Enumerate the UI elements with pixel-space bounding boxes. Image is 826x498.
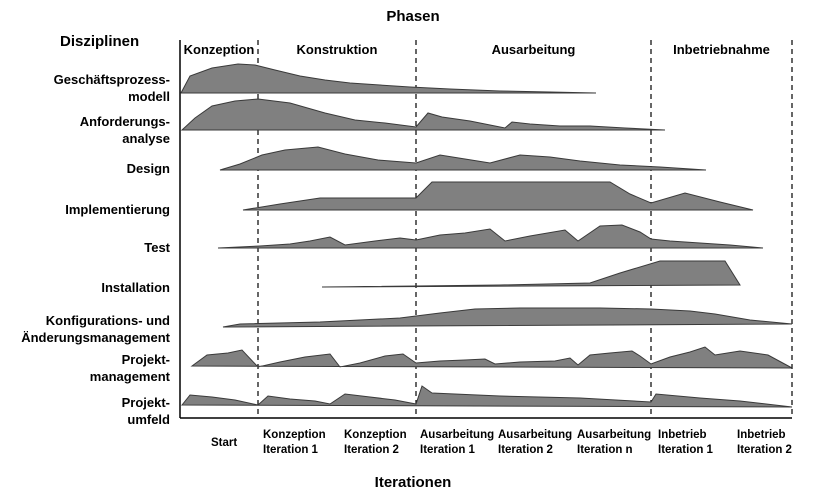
discipline-label-line1: Projekt-: [121, 352, 170, 367]
iteration-label-line1: Inbetrieb: [737, 429, 786, 441]
discipline-design: Design: [127, 160, 170, 177]
discipline-label-line2: umfeld: [127, 412, 170, 427]
discipline-implementierung: Implementierung: [65, 201, 170, 218]
discipline-label-line2: Änderungsmanagement: [21, 330, 170, 345]
iteration-label-line2: Iteration 2: [498, 444, 553, 456]
iteration-inbetrieb-1: Inbetrieb Iteration 1: [658, 428, 713, 458]
iteration-label-line2: Iteration 1: [263, 444, 318, 456]
hump-konfigurationsmanagement: [222, 307, 793, 328]
discipline-anforderungsanalyse: Anforderungs- analyse: [80, 113, 170, 147]
discipline-label-line1: Implementierung: [65, 202, 170, 217]
hump-geschaeftsprozessmodell: [180, 63, 597, 94]
phase-konstruktion: Konstruktion: [296, 42, 378, 57]
hump-implementierung: [242, 181, 754, 211]
iterations-title: Iterationen: [374, 474, 452, 491]
discipline-test: Test: [144, 239, 170, 256]
discipline-label-line2: analyse: [122, 131, 170, 146]
iteration-ausarbeitung-n: Ausarbeitung Iteration n: [577, 428, 651, 458]
discipline-konfigurationsmanagement: Konfigurations- und Änderungsmanagement: [21, 312, 170, 346]
discipline-installation: Installation: [101, 279, 170, 296]
hump-test: [217, 224, 764, 249]
discipline-label-line1: Geschäftsprozess-: [53, 72, 170, 87]
iteration-label-line1: Start: [211, 437, 238, 449]
hump-anforderungsanalyse: [180, 98, 666, 131]
iteration-label-line2: Iteration 1: [420, 444, 475, 456]
iteration-inbetrieb-2: Inbetrieb Iteration 2: [737, 428, 792, 458]
phase-konzeption: Konzeption: [183, 42, 255, 57]
discipline-label-line1: Test: [144, 240, 170, 255]
iteration-label-line2: Iteration 1: [658, 444, 713, 456]
iteration-label-line1: Konzeption: [344, 429, 407, 441]
iteration-konzeption-1: Konzeption Iteration 1: [263, 428, 326, 458]
phase-ausarbeitung: Ausarbeitung: [491, 42, 576, 57]
hump-installation: [321, 260, 741, 288]
iteration-label-line2: Iteration 2: [344, 444, 399, 456]
discipline-projektmanagement: Projekt- management: [90, 351, 170, 385]
discipline-label-line1: Konfigurations- und: [45, 313, 170, 328]
iteration-label-line2: Iteration n: [577, 444, 633, 456]
iteration-ausarbeitung-1: Ausarbeitung Iteration 1: [420, 428, 494, 458]
discipline-label-line1: Anforderungs-: [79, 114, 170, 129]
discipline-label-line1: Installation: [101, 280, 170, 295]
discipline-label-line2: modell: [128, 89, 170, 104]
iteration-label-line1: Inbetrieb: [658, 429, 707, 441]
disciplines-title: Disziplinen: [60, 33, 140, 50]
iteration-konzeption-2: Konzeption Iteration 2: [344, 428, 407, 458]
hump-projektmanagement: [190, 346, 793, 369]
iteration-ausarbeitung-2: Ausarbeitung Iteration 2: [498, 428, 572, 458]
iteration-label-line2: Iteration 2: [737, 444, 792, 456]
iteration-start: Start: [211, 436, 237, 451]
discipline-label-line2: management: [89, 369, 170, 384]
hump-projektumfeld: [180, 385, 793, 408]
iteration-label-line1: Ausarbeitung: [577, 429, 652, 441]
discipline-label-line1: Projekt-: [121, 395, 170, 410]
iteration-label-line1: Konzeption: [263, 429, 326, 441]
discipline-label-line1: Design: [126, 161, 170, 176]
phase-inbetriebnahme: Inbetriebnahme: [673, 42, 770, 57]
phases-title: Phasen: [386, 8, 440, 25]
hump-design: [219, 146, 707, 171]
discipline-geschaeftsprozessmodell: Geschäftsprozess- modell: [54, 71, 170, 105]
iteration-label-line1: Ausarbeitung: [498, 429, 573, 441]
discipline-projektumfeld: Projekt- umfeld: [122, 394, 170, 428]
iteration-label-line1: Ausarbeitung: [420, 429, 495, 441]
